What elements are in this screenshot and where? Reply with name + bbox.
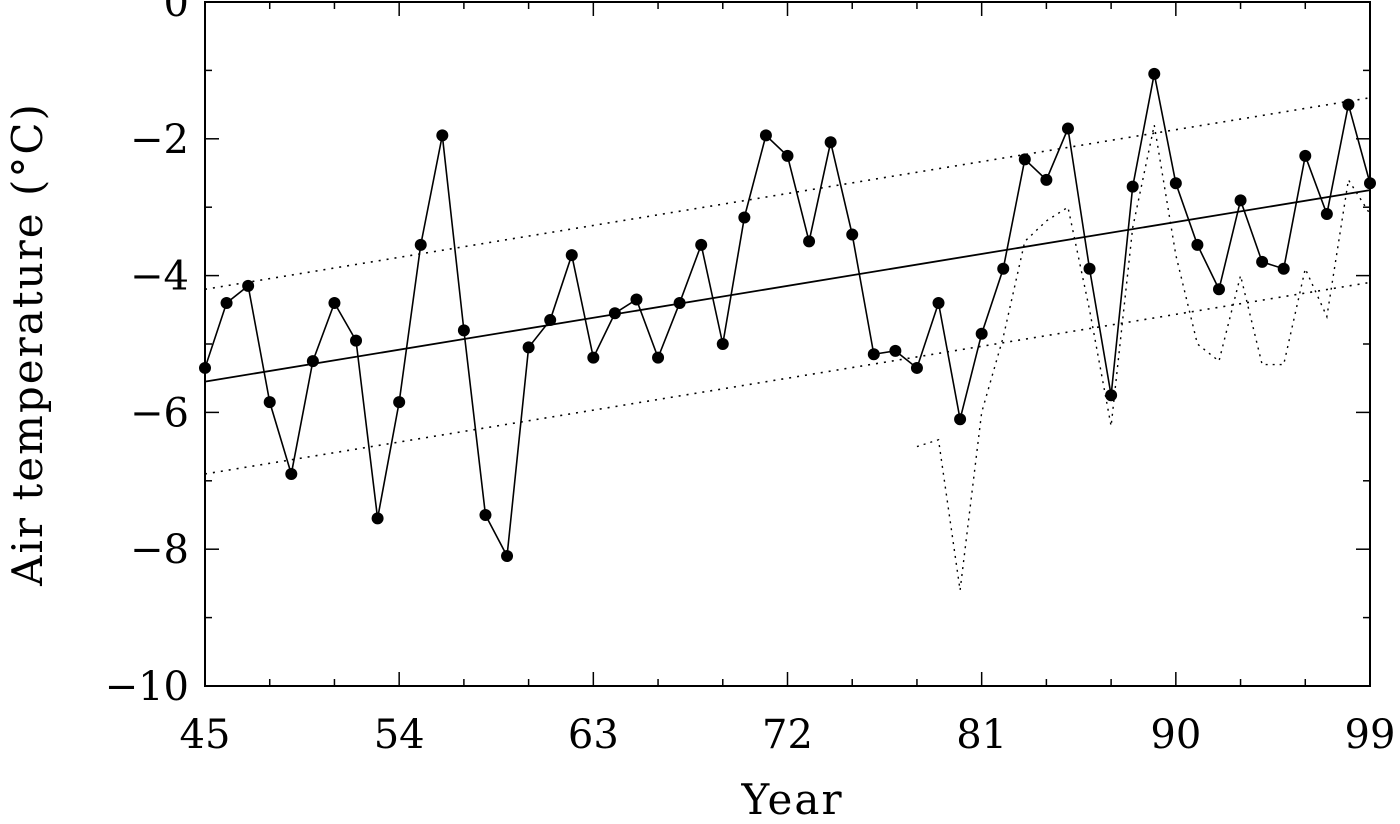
data-point [673, 296, 686, 309]
data-point [1277, 262, 1290, 275]
data-point [975, 327, 988, 340]
data-point [436, 129, 449, 142]
x-tick-label: 54 [374, 712, 425, 758]
data-point [1169, 177, 1182, 190]
data-point [501, 550, 514, 563]
y-axis-title: Air temperature (°C) [3, 102, 52, 587]
data-point [910, 361, 923, 374]
y-tick-label: −8 [130, 527, 189, 573]
data-point [1212, 283, 1225, 296]
y-tick-label: 0 [164, 0, 189, 26]
data-point [371, 512, 384, 525]
data-point [1299, 149, 1312, 162]
y-tick-label: −4 [130, 254, 189, 300]
trend-line [204, 189, 1371, 383]
data-point [1342, 98, 1355, 111]
data-point [393, 396, 406, 409]
data-point [1256, 255, 1269, 268]
data-point [954, 413, 967, 426]
data-point [1061, 122, 1074, 135]
data-point [781, 149, 794, 162]
data-point [630, 293, 643, 306]
upper-bound-line [204, 96, 1371, 291]
data-point [242, 279, 255, 292]
data-point [285, 467, 298, 480]
data-point [328, 296, 341, 309]
data-point [867, 348, 880, 361]
x-tick-label: 72 [762, 712, 813, 758]
y-tick-label: −10 [105, 664, 189, 710]
x-tick-label: 45 [180, 712, 231, 758]
data-point [824, 136, 837, 149]
data-point [997, 262, 1010, 275]
lower-bound-line [204, 281, 1371, 475]
data-point [1126, 180, 1139, 193]
plot-frame [204, 1, 1371, 687]
data-point [803, 235, 816, 248]
data-point [695, 238, 708, 251]
y-tick-label: −6 [130, 390, 189, 436]
data-point [1234, 194, 1247, 207]
data-point [544, 314, 557, 327]
data-point [1105, 389, 1118, 402]
data-point [846, 228, 859, 241]
y-tick-label: −2 [130, 117, 189, 163]
data-point [306, 355, 319, 368]
data-point [1320, 208, 1333, 221]
data-point [263, 396, 276, 409]
x-tick-label: 63 [568, 712, 619, 758]
dotted-series-line [916, 124, 1371, 591]
data-point [1018, 153, 1031, 166]
x-tick-label: 90 [1150, 712, 1201, 758]
data-point [522, 341, 535, 354]
data-point [220, 296, 233, 309]
data-point [350, 334, 363, 347]
data-point [1191, 238, 1204, 251]
data-point [932, 296, 945, 309]
data-point [608, 307, 621, 320]
x-tick-label: 99 [1345, 712, 1396, 758]
data-point [1040, 173, 1053, 186]
data-point [716, 338, 729, 350]
temperature-series-line [204, 73, 1371, 559]
data-point [1148, 67, 1161, 80]
x-axis-title: Year [740, 775, 843, 819]
data-point [565, 249, 578, 262]
data-point [1083, 262, 1096, 275]
data-point [457, 324, 470, 337]
data-point [652, 351, 665, 364]
data-point [414, 238, 427, 251]
data-point [738, 211, 751, 224]
x-tick-label: 81 [956, 712, 1007, 758]
data-point [587, 351, 600, 364]
data-point [759, 129, 772, 142]
data-point [479, 509, 492, 521]
data-point [889, 344, 902, 357]
